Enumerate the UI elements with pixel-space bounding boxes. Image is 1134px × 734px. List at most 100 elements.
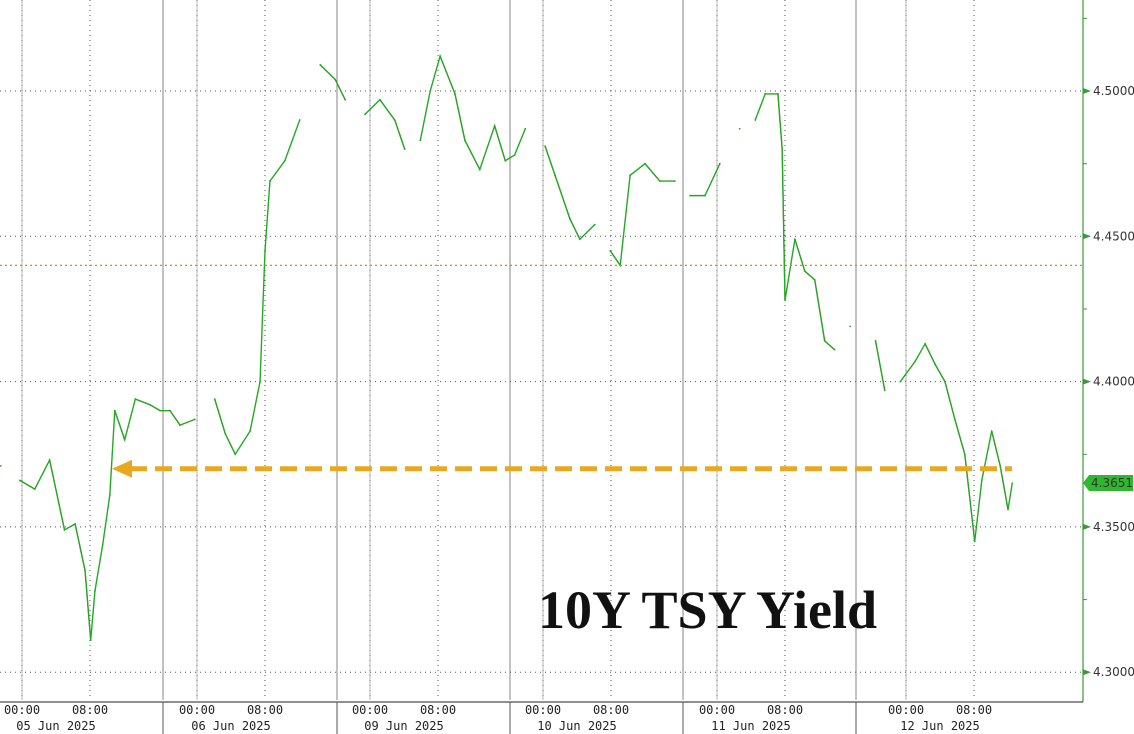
y-tick-marker xyxy=(1083,378,1091,385)
y-tick-label: 4.3000 xyxy=(1093,665,1134,679)
data-point xyxy=(944,380,946,383)
x-hour-label: 08:00 xyxy=(593,703,629,717)
data-point xyxy=(169,409,171,412)
data-point xyxy=(718,162,721,165)
data-point xyxy=(704,194,706,197)
data-point xyxy=(0,464,2,467)
x-axis: 00:00 08:00 05 Jun 2025 00:00 08:00 06 Jun 20… xyxy=(4,702,992,734)
data-point xyxy=(298,119,301,121)
data-point xyxy=(569,217,571,220)
data-point xyxy=(149,403,152,406)
data-point xyxy=(94,589,96,592)
data-point xyxy=(781,148,784,151)
data-point xyxy=(963,453,966,456)
x-day-label: 11 Jun 2025 xyxy=(711,719,790,733)
data-point xyxy=(849,325,852,328)
series-line xyxy=(0,53,1014,642)
data-point xyxy=(803,270,806,273)
series-segment xyxy=(419,53,526,172)
data-point xyxy=(593,223,596,226)
data-point xyxy=(554,174,556,177)
data-point xyxy=(609,249,612,252)
grid xyxy=(0,0,1083,700)
data-point xyxy=(980,479,983,482)
data-point xyxy=(193,418,196,421)
data-point xyxy=(464,139,466,142)
data-point xyxy=(504,159,507,162)
last-value-badge xyxy=(1083,475,1133,492)
data-point xyxy=(393,119,396,121)
x-day-label: 12 Jun 2025 xyxy=(900,719,979,733)
y-tick-label: 4.3500 xyxy=(1093,520,1134,534)
data-point xyxy=(990,430,993,432)
data-point xyxy=(224,433,227,435)
last-value-label: 4.3651 xyxy=(1091,476,1133,490)
data-point xyxy=(454,93,456,95)
data-point xyxy=(259,380,261,383)
data-point xyxy=(439,55,442,58)
series-segment xyxy=(319,64,346,101)
data-point xyxy=(33,488,36,491)
data-point xyxy=(833,348,836,351)
series-segment xyxy=(214,119,301,456)
y-tick-label: 4.4500 xyxy=(1093,229,1134,243)
x-hour-label: 00:00 xyxy=(699,703,735,717)
data-point xyxy=(794,238,796,241)
data-point xyxy=(264,249,266,252)
data-point xyxy=(784,299,786,302)
y-tick-marker xyxy=(1083,523,1091,530)
data-point xyxy=(283,159,286,162)
data-point xyxy=(234,453,237,456)
data-point xyxy=(379,98,381,101)
data-point xyxy=(493,124,496,127)
y-axis: 4.5000 4.4500 4.4000 4.3500 4.3000 4.3651 xyxy=(0,0,1134,703)
data-point xyxy=(914,360,917,363)
x-hour-label: 00:00 xyxy=(888,703,924,717)
data-point xyxy=(738,127,741,130)
data-point xyxy=(334,78,337,81)
data-point xyxy=(754,119,757,121)
series-segment xyxy=(19,398,196,641)
data-point xyxy=(269,180,271,182)
data-point xyxy=(999,464,1002,467)
data-point xyxy=(883,389,886,392)
data-point xyxy=(419,139,422,142)
x-hour-label: 00:00 xyxy=(525,703,561,717)
data-point xyxy=(813,278,816,281)
x-hour-label: 08:00 xyxy=(420,703,456,717)
data-point xyxy=(644,162,646,165)
data-point xyxy=(113,409,116,412)
x-day-label: 05 Jun 2025 xyxy=(16,719,95,733)
y-tick-marker xyxy=(1083,669,1091,676)
data-point xyxy=(1007,508,1009,511)
data-point xyxy=(973,540,976,543)
x-day-label: 10 Jun 2025 xyxy=(537,719,616,733)
series-segment xyxy=(690,163,721,197)
data-point xyxy=(899,380,902,383)
y-tick-marker xyxy=(1083,88,1091,94)
data-point xyxy=(364,113,366,116)
data-point xyxy=(249,430,252,432)
x-hour-label: 08:00 xyxy=(247,703,283,717)
series-segment xyxy=(609,162,675,268)
chart-title: 10Y TSY Yield xyxy=(538,580,877,640)
x-hour-label: 00:00 xyxy=(4,703,40,717)
annotations xyxy=(0,264,1083,478)
data-point xyxy=(319,63,322,66)
x-hour-label: 00:00 xyxy=(352,703,388,717)
data-point xyxy=(74,523,77,525)
x-hour-label: 00:00 xyxy=(179,703,215,717)
data-point xyxy=(544,145,547,148)
data-point xyxy=(924,342,927,345)
data-point xyxy=(403,148,406,151)
series-segment xyxy=(899,342,1013,542)
data-point xyxy=(344,98,347,101)
data-point xyxy=(524,127,527,130)
data-point xyxy=(934,363,936,366)
x-day-label: 06 Jun 2025 xyxy=(191,719,270,733)
arrow-head-icon xyxy=(112,459,132,478)
data-point xyxy=(18,479,21,482)
series-segment xyxy=(544,145,596,241)
data-point xyxy=(1011,482,1014,485)
